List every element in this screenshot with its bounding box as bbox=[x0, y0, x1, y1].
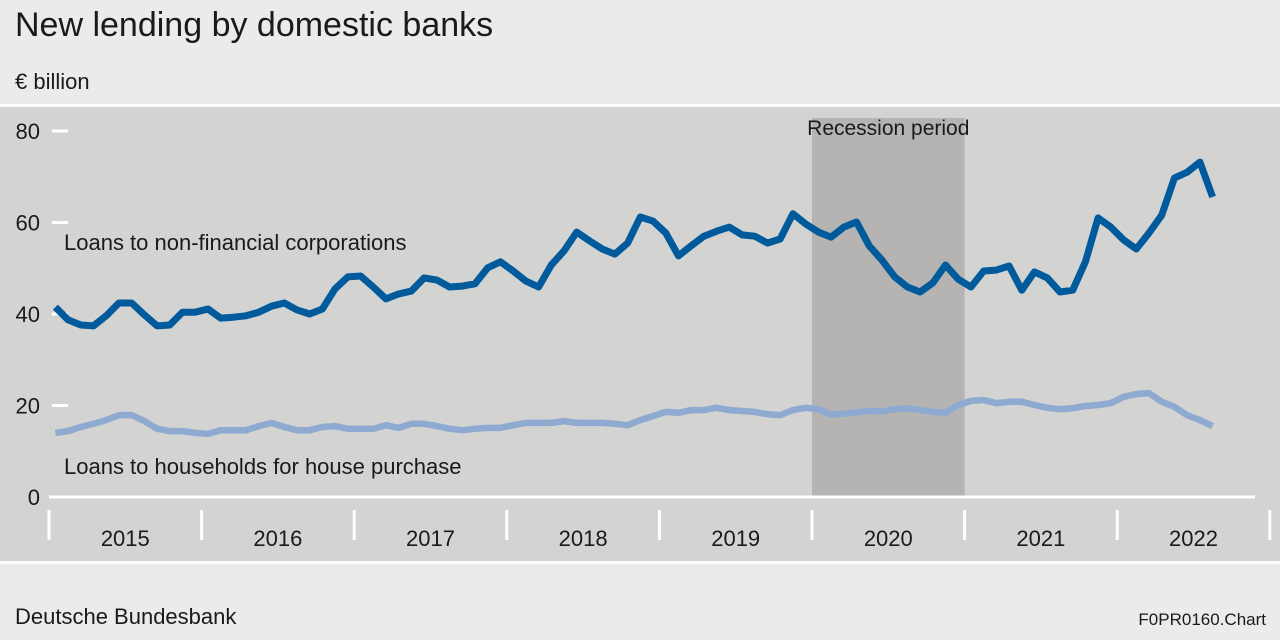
chart-panel bbox=[0, 104, 1280, 564]
x-tick-label: 2015 bbox=[101, 526, 150, 551]
chart-code: F0PR0160.Chart bbox=[1138, 610, 1266, 629]
x-tick-label: 2020 bbox=[864, 526, 913, 551]
y-tick-label: 60 bbox=[16, 211, 40, 236]
y-tick-label: 40 bbox=[16, 302, 40, 327]
series-label-households: Loans to households for house purchase bbox=[64, 454, 462, 479]
y-tick-label: 80 bbox=[16, 119, 40, 144]
series-label-corporations: Loans to non-financial corporations bbox=[64, 230, 406, 255]
x-tick-label: 2022 bbox=[1169, 526, 1218, 551]
y-tick-label: 20 bbox=[16, 394, 40, 419]
recession-shading bbox=[812, 118, 965, 497]
series-line-corporations bbox=[52, 158, 1216, 330]
chart-title: New lending by domestic banks bbox=[15, 6, 494, 44]
x-tick-label: 2019 bbox=[711, 526, 760, 551]
y-tick-label: 0 bbox=[28, 485, 40, 510]
recession-label: Recession period bbox=[807, 117, 969, 140]
x-tick-label: 2021 bbox=[1016, 526, 1065, 551]
x-tick-label: 2017 bbox=[406, 526, 455, 551]
series-line-households bbox=[54, 389, 1214, 438]
source-label: Deutsche Bundesbank bbox=[15, 604, 237, 629]
x-tick-label: 2016 bbox=[253, 526, 302, 551]
unit-label: € billion bbox=[15, 69, 90, 94]
x-tick-label: 2018 bbox=[559, 526, 608, 551]
